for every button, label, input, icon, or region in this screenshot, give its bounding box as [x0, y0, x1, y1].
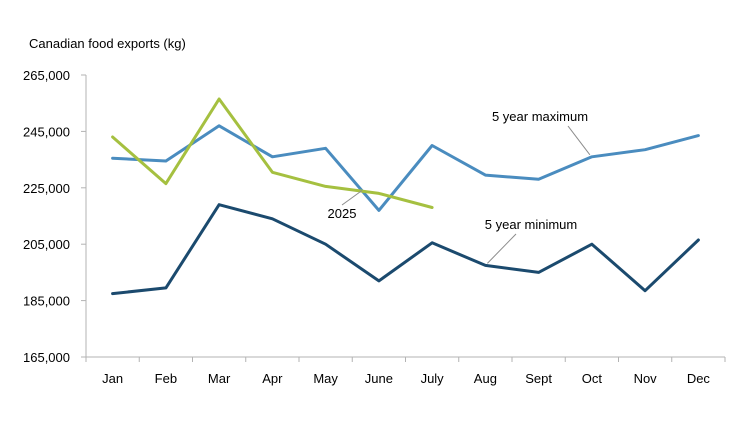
series-line-5-year-maximum — [111, 124, 700, 212]
annotation-leader-line — [341, 190, 363, 206]
x-tick-label: June — [365, 371, 393, 386]
x-tick-label: Jan — [102, 371, 123, 386]
y-axis-ticks: 165,000 185,000 205,000 225,000 245,000 265,0… — [23, 68, 86, 365]
y-tick-label: 205,000 — [23, 237, 70, 252]
y-tick-label: 165,000 — [23, 350, 70, 365]
series-line-2025 — [111, 97, 434, 209]
series-line-5-year-minimum — [111, 203, 700, 296]
x-tick-label: Mar — [208, 371, 231, 386]
x-tick-label: Apr — [262, 371, 283, 386]
y-tick-label: 225,000 — [23, 181, 70, 196]
series-label-5-year-maximum: 5 year maximum — [492, 109, 588, 124]
series-annotations: 5 year maximum 5 year minimum 2025 — [328, 109, 591, 264]
annotation-leader-line — [487, 233, 517, 264]
series-label-2025: 2025 — [328, 206, 357, 221]
x-tick-label: May — [313, 371, 338, 386]
x-tick-label: July — [421, 371, 445, 386]
x-tick-label: Feb — [155, 371, 177, 386]
y-tick-label: 265,000 — [23, 68, 70, 83]
series-label-5-year-minimum: 5 year minimum — [485, 217, 577, 232]
y-axis-title: Canadian food exports (kg) — [29, 36, 186, 51]
x-tick-label: Dec — [687, 371, 711, 386]
x-tick-label: Aug — [474, 371, 497, 386]
x-tick-label: Nov — [634, 371, 658, 386]
y-tick-label: 245,000 — [23, 124, 70, 139]
x-tick-label: Sept — [525, 371, 552, 386]
y-tick-label: 185,000 — [23, 294, 70, 309]
x-axis-ticks: Jan Feb Mar Apr May June July Aug Sept Oct Nov Dec — [85, 357, 726, 386]
annotation-leader-line — [567, 125, 591, 156]
x-tick-label: Oct — [582, 371, 603, 386]
series-lines — [111, 97, 700, 296]
